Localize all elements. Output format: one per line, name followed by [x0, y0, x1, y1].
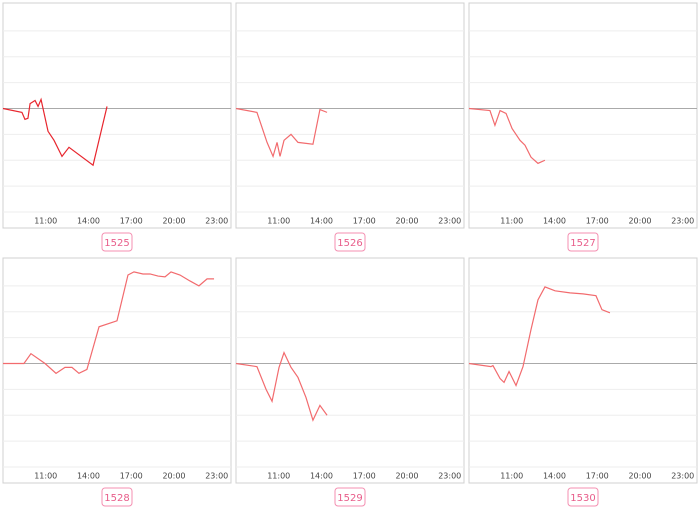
panel-frame — [235, 257, 465, 484]
chart-title-button[interactable]: 1529 — [334, 487, 366, 507]
x-tick-label: 20:00 — [628, 217, 651, 226]
x-tick-label: 17:00 — [120, 472, 143, 481]
x-tick-label: 23:00 — [671, 472, 694, 481]
x-tick-label: 11:00 — [34, 472, 57, 481]
chart-title-button[interactable]: 1525 — [101, 232, 133, 252]
title-box — [567, 487, 599, 507]
chart-title-button[interactable]: 1526 — [334, 232, 366, 252]
data-line — [468, 107, 546, 165]
x-tick-label: 23:00 — [671, 217, 694, 226]
x-tick-label: 11:00 — [500, 217, 523, 226]
x-tick-label: 23:00 — [438, 217, 461, 226]
x-tick-label: 17:00 — [353, 217, 376, 226]
chart-title-button[interactable]: 1528 — [101, 487, 133, 507]
x-tick-label: 11:00 — [500, 472, 523, 481]
x-tick-label: 20:00 — [395, 472, 418, 481]
title-box — [101, 487, 133, 507]
x-tick-label: 17:00 — [586, 472, 609, 481]
x-tick-label: 11:00 — [267, 217, 290, 226]
data-line — [468, 286, 611, 387]
x-tick-label: 14:00 — [310, 217, 333, 226]
x-tick-label: 17:00 — [353, 472, 376, 481]
chart-title[interactable]: 1530 — [570, 493, 595, 504]
chart-panel: 11:00 14:00 17:00 20:00 23:00 1530 — [468, 257, 698, 507]
chart-title[interactable]: 1526 — [337, 238, 362, 249]
panel-frame — [235, 2, 465, 229]
chart-panel: 11:00 14:00 17:00 20:00 23:00 1529 — [235, 257, 465, 507]
x-tick-label: 14:00 — [310, 472, 333, 481]
x-tick-label: 14:00 — [77, 217, 100, 226]
x-tick-label: 14:00 — [543, 472, 566, 481]
chart-panel: 11:00 14:00 17:00 20:00 23:00 1525 — [2, 2, 232, 252]
chart-title[interactable]: 1529 — [337, 493, 362, 504]
x-tick-label: 14:00 — [77, 472, 100, 481]
x-tick-label: 14:00 — [543, 217, 566, 226]
panel-frame — [2, 257, 232, 484]
panel-frame — [468, 2, 698, 229]
title-box — [334, 232, 366, 252]
x-tick-label: 20:00 — [395, 217, 418, 226]
chart-panel: 11:00 14:00 17:00 20:00 23:00 1528 — [2, 257, 232, 507]
panel-frame — [468, 257, 698, 484]
data-line — [2, 97, 108, 167]
chart-title-button[interactable]: 1527 — [567, 232, 599, 252]
chart-title[interactable]: 1525 — [104, 238, 129, 249]
data-line — [235, 351, 328, 422]
x-tick-label: 20:00 — [162, 217, 185, 226]
x-tick-label: 23:00 — [205, 472, 228, 481]
x-tick-label: 20:00 — [628, 472, 651, 481]
x-tick-label: 23:00 — [205, 217, 228, 226]
panel-frame — [2, 2, 232, 229]
x-tick-label: 23:00 — [438, 472, 461, 481]
x-tick-label: 17:00 — [586, 217, 609, 226]
chart-panel: 11:00 14:00 17:00 20:00 23:00 1526 — [235, 2, 465, 252]
x-tick-label: 11:00 — [34, 217, 57, 226]
title-box — [567, 232, 599, 252]
x-tick-label: 20:00 — [162, 472, 185, 481]
x-tick-label: 17:00 — [120, 217, 143, 226]
chart-panel: 11:00 14:00 17:00 20:00 23:00 1527 — [468, 2, 698, 252]
title-box — [101, 232, 133, 252]
chart-title[interactable]: 1528 — [104, 493, 129, 504]
data-line — [3, 271, 215, 375]
chart-title-button[interactable]: 1530 — [567, 487, 599, 507]
chart-title[interactable]: 1527 — [570, 238, 595, 249]
data-line — [235, 107, 328, 159]
title-box — [334, 487, 366, 507]
x-tick-label: 11:00 — [267, 472, 290, 481]
